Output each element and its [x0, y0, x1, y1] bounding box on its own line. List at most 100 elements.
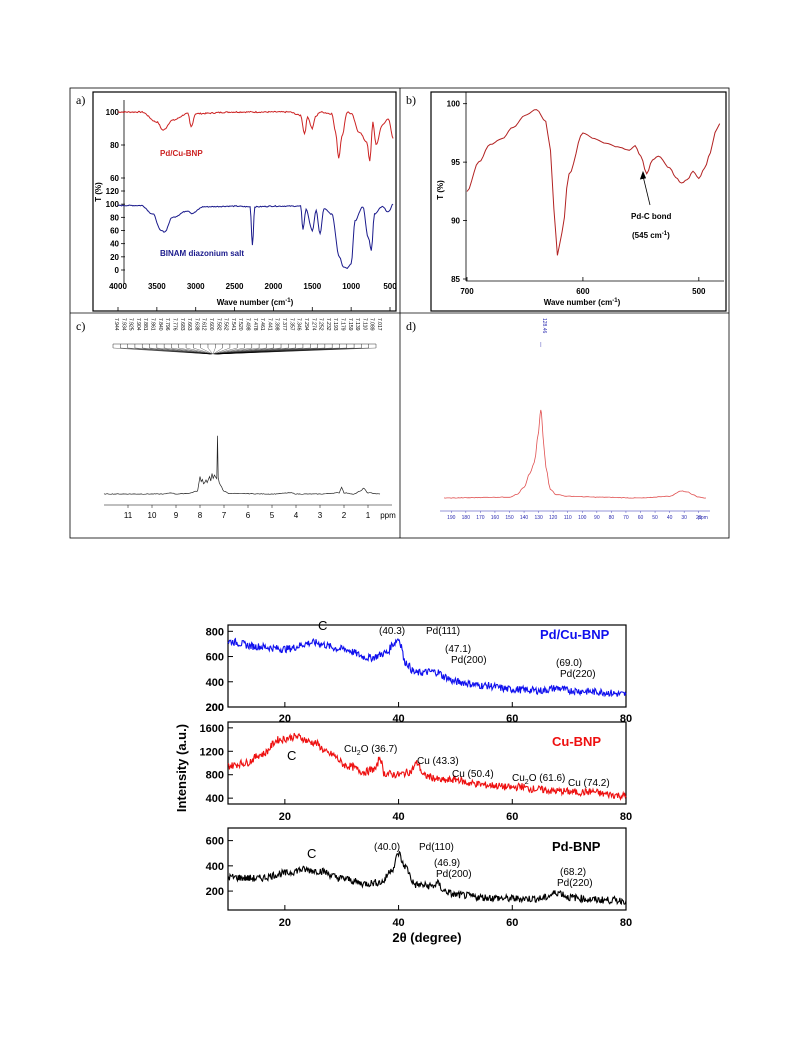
panel-c-peak-label: 7.612 [201, 318, 207, 331]
panel-d-x-tick-label: 190 [447, 515, 456, 521]
xrd-x-tick-label: 60 [506, 917, 518, 929]
panel-c-peak-leader [213, 347, 230, 355]
panel-d-x-tick-label: 180 [462, 515, 471, 521]
panel-d-x-tick-label: 20 [696, 515, 702, 521]
panel-c-x-tick-label: 5 [270, 511, 275, 520]
panel-c-peak-label: 7.478 [252, 318, 258, 331]
xrd-x-tick-label: 40 [392, 713, 404, 725]
panel-a-x-tick-label: 2500 [226, 282, 244, 291]
panel-b-letter: b) [406, 93, 416, 107]
panel-a-y-tick-label: 40 [110, 240, 119, 249]
xrd-y-tick-label: 200 [206, 702, 224, 714]
panel-c-peak-label: 7.498 [245, 318, 251, 331]
xrd-x-tick-label: 80 [620, 811, 632, 823]
panel-a-x-axis-title-main: Wave number (cm [217, 298, 286, 307]
panel-a-y-tick-label: 120 [106, 187, 120, 196]
panel-a-lower-series-label: BINAM diazonium salt [160, 249, 244, 258]
panel-b-plot: 700 600 500 85 90 95 100 [447, 92, 724, 296]
panel-a-y-tick-label: 100 [106, 200, 120, 209]
panel-c-peak-label: 7.796 [164, 318, 170, 331]
panel-c-peak-leader [178, 347, 212, 355]
panel-c-peak-label: 7.461 [259, 318, 265, 331]
panel-c-peak-label: 7.232 [325, 318, 331, 331]
xrd-frame-top [227, 624, 627, 708]
panel-a-x-axis-title-end: ) [291, 298, 294, 307]
xrd-annotation-part: Cu [512, 773, 525, 784]
xrd-peak-annotation: Pd(200) [451, 655, 487, 666]
panel-c-peak-label: 7.925 [128, 318, 134, 331]
xrd-peak-annotation: (46.9) [434, 858, 460, 869]
xrd-plot: 200 400 600 800 20 40 60 80 400 800 1200 1600 20 40 60… [200, 618, 633, 929]
xrd-x-tick-label: 20 [279, 917, 291, 929]
panel-c-peak-leader [213, 347, 245, 355]
panel-c-x-tick-label: 3 [318, 511, 323, 520]
xrd-peak-annotation: (68.2) [560, 867, 586, 878]
xrd-peak-annotation: Cu (50.4) [452, 769, 494, 780]
panel-b-x-axis-title-sup: -1 [612, 298, 618, 304]
panel-c-peak-leader [200, 347, 213, 355]
panel-c-peak-leader [213, 347, 238, 355]
panel-d-x-tick-label: 50 [652, 515, 658, 521]
panel-a-y-tick-label: 80 [110, 213, 119, 222]
xrd-annotation-subscript: 2 [357, 750, 361, 757]
panel-d-spectrum-line [443, 409, 707, 499]
xrd-series-line [227, 637, 627, 698]
panel-a-y-tick-label: 20 [110, 253, 119, 262]
xrd-peak-annotation: (47.1) [445, 644, 471, 655]
panel-d-plot: 128.46 190 180 170 160 150 140 130 120 110 100 90 80… [440, 318, 710, 521]
xrd-annotation-part: O (36.7) [361, 744, 398, 755]
panel-c-x-tick-label: 6 [246, 511, 251, 520]
panel-b-x-tick-label: 600 [576, 287, 590, 296]
panel-b-y-axis-title: T (%) [436, 180, 445, 200]
xrd-y-tick-label: 800 [206, 770, 224, 782]
panel-c-peak-label: 7.683 [179, 318, 185, 331]
xrd-peak-annotation: Pd(220) [557, 878, 593, 889]
xrd-annotation-subscript: 2 [525, 779, 529, 786]
panel-c-peak-label: 7.881 [142, 318, 148, 331]
panel-a-y-tick-label: 60 [110, 227, 119, 236]
panel-c-peak-label: 7.346 [296, 318, 302, 331]
panel-c-peak-leader [212, 347, 216, 355]
xrd-x-tick-label: 60 [506, 713, 518, 725]
panel-a-x-axis-title: Wave number (cm-1) [217, 298, 294, 307]
panel-b-annotation-arrow [639, 170, 651, 206]
panel-grid-frame [69, 87, 730, 539]
xrd-peak-annotation: Cu2O (36.7) [344, 744, 397, 757]
panel-b-x-axis-title-main: Wave number (cm [544, 298, 613, 307]
xrd-x-tick-label: 20 [279, 713, 291, 725]
panel-c-peak-label: 7.541 [230, 318, 236, 331]
panel-c-peak-label: 7.252 [318, 318, 324, 331]
panel-c-x-tick-label: 10 [148, 511, 157, 520]
panel-c-letter: c) [76, 319, 85, 333]
panel-c-peak-label: 7.520 [237, 318, 243, 331]
xrd-title-pd: Pd-BNP [552, 839, 601, 854]
panel-c-peak-leader [214, 347, 260, 355]
panel-b-y-tick-label: 85 [451, 275, 460, 284]
panel-c-peak-label: 7.110 [361, 318, 367, 330]
panel-d-x-tick-label: 90 [594, 515, 600, 521]
panel-c-peak-label: 7.139 [354, 318, 360, 331]
panel-a-x-tick-label: 3000 [187, 282, 205, 291]
xrd-x-tick-label: 20 [279, 811, 291, 823]
panel-b-x-tick-label: 700 [460, 287, 474, 296]
xrd-title-cu: Cu-BNP [552, 734, 601, 749]
xrd-peak-annotation: (40.3) [379, 626, 405, 637]
xrd-y-tick-label: 400 [206, 861, 224, 873]
panel-b-annotation-line2: (545 cm-1) [632, 231, 670, 240]
panel-d-unit-label: ppm [698, 515, 708, 521]
panel-b-y-tick-label: 100 [447, 100, 461, 109]
panel-a-x-tick-label: 1500 [303, 282, 321, 291]
panel-d-x-tick-label: 100 [578, 515, 587, 521]
panel-b-annotation-line1: Pd-C bond [631, 212, 672, 221]
panel-a-x-tick-label: 4000 [109, 282, 127, 291]
panel-a-y-tick-label: 60 [110, 174, 119, 183]
xrd-x-tick-label: 40 [392, 917, 404, 929]
xrd-x-axis-title: 2θ (degree) [392, 930, 461, 945]
panel-c-x-tick-label: 9 [174, 511, 179, 520]
xrd-frame-middle [227, 721, 627, 805]
xrd-x-tick-label: 60 [506, 811, 518, 823]
xrd-x-tick-label: 80 [620, 917, 632, 929]
panel-a-upper-series-label: Pd/Cu-BNP [160, 149, 203, 158]
panel-c-peak-label: 7.193 [332, 318, 338, 331]
xrd-x-tick-label: 80 [620, 713, 632, 725]
